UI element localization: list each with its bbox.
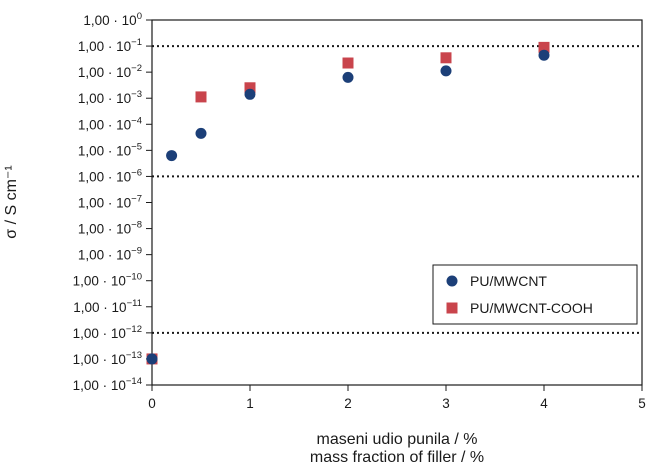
y-tick-label: 1,00 · 10−4 <box>78 115 142 132</box>
y-tick-label: 1,00 · 10−9 <box>78 246 142 263</box>
data-point-pu-mwcnt <box>244 88 256 100</box>
y-tick-label: 1,00 · 10−5 <box>78 141 142 158</box>
y-tick-label: 1,00 · 10−11 <box>73 298 142 315</box>
legend-label-pu-mwcnt: PU/MWCNT <box>470 273 547 289</box>
y-tick-label: 1,00 · 10−10 <box>73 272 142 289</box>
data-point-pu-mwcnt-cooh <box>538 41 550 53</box>
data-point-pu-mwcnt-cooh <box>195 91 207 103</box>
y-axis-label: σ / S cm⁻¹ <box>3 165 20 238</box>
plot-frame <box>151 19 643 386</box>
y-tick-label: 1,00 · 10−7 <box>78 194 142 211</box>
reference-lines <box>152 45 642 334</box>
x-tick-label: 2 <box>344 396 352 411</box>
data-point-pu-mwcnt <box>146 353 158 365</box>
data-point-pu-mwcnt-cooh <box>342 57 354 69</box>
x-tick-label: 1 <box>246 396 254 411</box>
data-point-pu-mwcnt <box>195 127 207 139</box>
x-axis-label-line-1: maseni udio punila / % <box>317 431 478 448</box>
y-tick-label: 1,00 · 10−13 <box>73 350 142 367</box>
x-axis-label-line-2: mass fraction of filler / % <box>310 449 484 466</box>
y-tick-label: 1,00 · 10−8 <box>78 220 142 237</box>
data-point-pu-mwcnt <box>342 71 354 83</box>
data-point-pu-mwcnt <box>166 150 178 162</box>
x-tick-label: 3 <box>442 396 450 411</box>
data-point-pu-mwcnt <box>538 49 550 61</box>
y-tick-label: 1,00 · 100 <box>83 11 142 28</box>
x-tick-label: 5 <box>638 396 646 411</box>
legend-marker-pu-mwcnt-cooh <box>446 302 458 314</box>
y-tick-label: 1,00 · 10−2 <box>78 63 142 80</box>
data-points <box>146 41 550 365</box>
y-tick-label: 1,00 · 10−6 <box>78 167 142 184</box>
data-point-pu-mwcnt <box>440 65 452 77</box>
x-tick-label: 0 <box>148 396 156 411</box>
x-ticks: 0 1 2 3 4 5 <box>148 385 646 411</box>
x-tick-label: 4 <box>540 396 548 411</box>
y-tick-label: 1,00 · 10−14 <box>73 376 142 393</box>
data-point-pu-mwcnt-cooh <box>440 52 452 64</box>
legend-marker-pu-mwcnt <box>446 275 458 287</box>
data-point-pu-mwcnt-cooh <box>244 82 256 94</box>
legend-label-pu-mwcnt-cooh: PU/MWCNT-COOH <box>470 300 593 316</box>
legend-box <box>432 264 638 325</box>
legend: PU/MWCNT PU/MWCNT-COOH <box>432 264 638 325</box>
y-tick-label: 1,00 · 10−3 <box>78 89 142 106</box>
y-tick-label: 1,00 · 10−1 <box>78 37 142 54</box>
y-ticks: 1,00 · 100 1,00 · 10−1 1,00 · 10−2 1,00 · 1… <box>73 11 152 393</box>
y-tick-label: 1,00 · 10−12 <box>73 324 142 341</box>
